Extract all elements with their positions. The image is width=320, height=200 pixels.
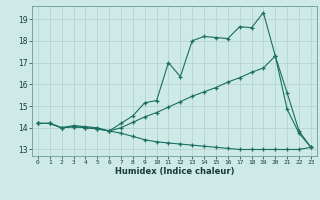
X-axis label: Humidex (Indice chaleur): Humidex (Indice chaleur) <box>115 167 234 176</box>
